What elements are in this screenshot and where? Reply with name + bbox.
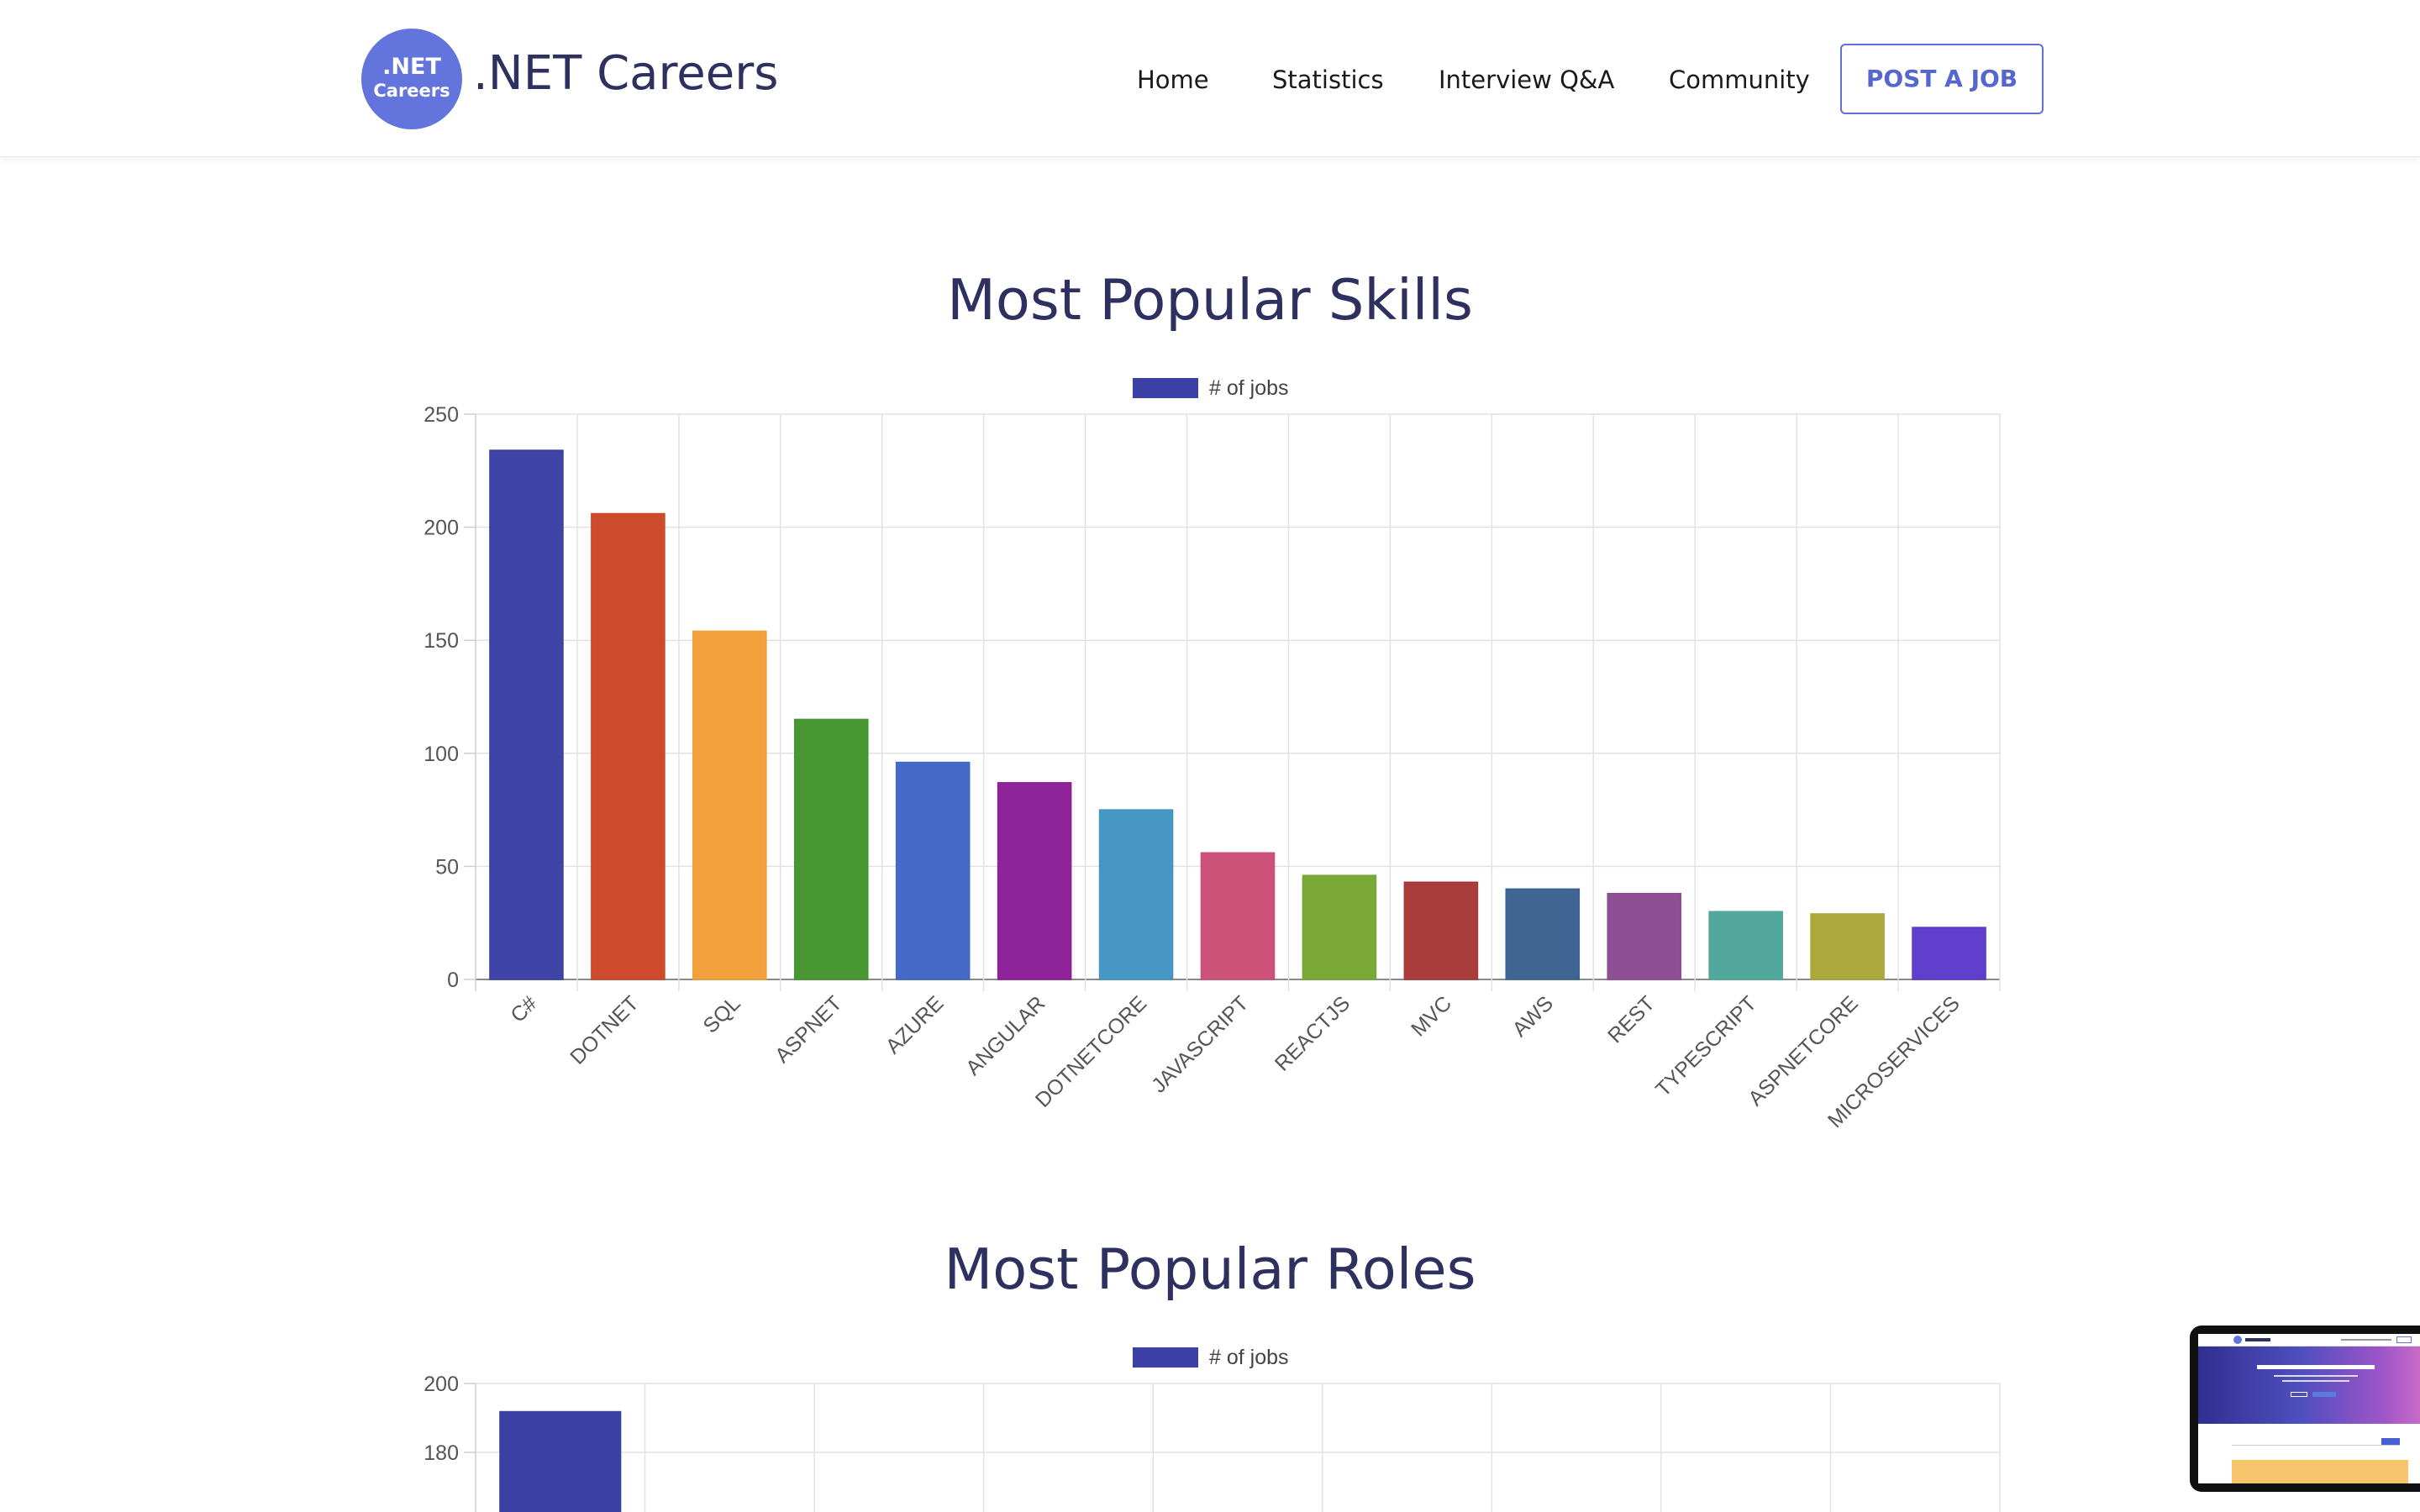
x-tick-label: DOTNET [566, 991, 643, 1068]
y-tick-label: 100 [424, 743, 459, 766]
preview-hero-banner [2198, 1347, 2420, 1424]
preview-hero-button-2 [2312, 1392, 2336, 1397]
x-tick-label: ANGULAR [961, 991, 1050, 1079]
logo[interactable]: .NET Careers [361, 29, 462, 129]
roles-chart: # of jobs 180 200 [424, 1346, 2001, 1512]
skills-section-title: Most Popular Skills [947, 267, 1473, 333]
roles-y-tick-label: 180 [424, 1441, 459, 1465]
bar-dotnetcore [1098, 809, 1174, 980]
y-tick-label: 0 [447, 969, 459, 992]
logo-line-net: .NET [382, 54, 441, 80]
y-tick-label: 50 [435, 855, 459, 879]
x-tick-label: ASPNET [771, 991, 847, 1068]
preview-job-card [2232, 1460, 2408, 1483]
preview-hero-button-1 [2291, 1392, 2307, 1397]
site-header: .NET Careers .NET Careers Home Statistic… [0, 0, 2420, 157]
roles-section-title: Most Popular Roles [944, 1236, 1476, 1302]
x-tick-label: DOTNETCORE [1031, 991, 1152, 1112]
nav-community[interactable]: Community [1669, 66, 1810, 94]
x-tick-label: SQL [698, 991, 744, 1037]
bar-csharp [489, 449, 564, 980]
x-tick-label: MVC [1407, 991, 1456, 1041]
preview-logo-dot [2233, 1336, 2242, 1344]
x-tick-label: JAVASCRIPT [1147, 991, 1253, 1097]
x-tick-label: ASPNETCORE [1744, 991, 1863, 1110]
bar-javascript [1200, 852, 1276, 980]
preview-brand-bar [2245, 1338, 2270, 1341]
bar-sql [692, 630, 767, 980]
bar-dotnet [591, 512, 666, 980]
roles-chart-legend: # of jobs [1133, 1346, 1289, 1369]
roles-bar-1 [499, 1410, 622, 1512]
bar-mvc [1403, 881, 1479, 980]
brand-name[interactable]: .NET Careers [473, 46, 779, 101]
preview-screen [2198, 1334, 2420, 1483]
bar-typescript [1708, 911, 1783, 980]
bar-aspnetcore [1810, 913, 1885, 980]
x-tick-label: C# [506, 991, 541, 1026]
preview-post-button [2396, 1336, 2412, 1343]
post-job-button[interactable]: POST A JOB [1840, 44, 2044, 114]
preview-hero-subline-2 [2282, 1380, 2349, 1382]
nav-statistics[interactable]: Statistics [1272, 66, 1384, 94]
y-tick-label: 200 [424, 517, 459, 540]
roles-legend-label: # of jobs [1209, 1346, 1289, 1369]
chart-legend: # of jobs [1133, 376, 1289, 400]
x-tick-label: TYPESCRIPT [1651, 991, 1761, 1101]
roles-legend-swatch [1133, 1347, 1198, 1368]
bar-angular [997, 782, 1072, 980]
preview-search-button [2381, 1438, 2400, 1445]
x-tick-label: AZURE [881, 991, 949, 1058]
preview-nav-bar [2341, 1339, 2391, 1341]
page-preview-thumbnail[interactable] [2190, 1326, 2420, 1492]
skills-chart: # of jobs 0 50 100 150 200 250 C# DOTNET SQL ASPNE… [424, 376, 2001, 1132]
y-tick-label: 150 [424, 629, 459, 653]
preview-hero-headline [2257, 1365, 2375, 1369]
x-tick-label: AWS [1508, 991, 1558, 1041]
nav-home[interactable]: Home [1137, 66, 1209, 94]
bar-microservices [1912, 927, 1986, 980]
nav-interview-qa[interactable]: Interview Q&A [1439, 66, 1615, 94]
y-tick-label: 250 [424, 403, 459, 427]
legend-label: # of jobs [1209, 376, 1289, 400]
x-tick-label: REST [1603, 991, 1660, 1047]
bar-rest [1607, 892, 1682, 980]
x-tick-label: REACTJS [1270, 991, 1355, 1075]
preview-search-line [2232, 1438, 2400, 1446]
legend-swatch [1133, 378, 1198, 398]
roles-y-tick-label: 200 [424, 1373, 459, 1396]
bar-aspnet [793, 718, 869, 980]
preview-header [2198, 1334, 2420, 1347]
logo-line-careers: Careers [373, 81, 450, 101]
bar-aws [1505, 888, 1581, 980]
preview-hero-subline [2274, 1375, 2358, 1377]
bar-azure [895, 761, 971, 980]
bar-reactjs [1302, 874, 1377, 980]
